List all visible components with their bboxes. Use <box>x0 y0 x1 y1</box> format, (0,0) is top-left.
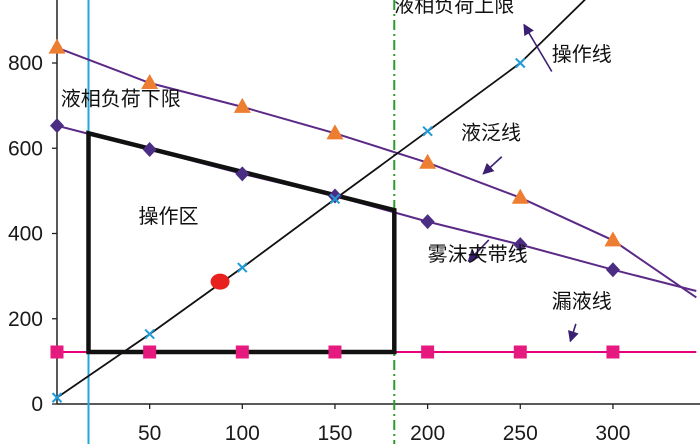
point-diamond <box>142 142 157 158</box>
point-x <box>515 57 526 69</box>
annotation-label: 液相负荷上限 <box>394 0 514 17</box>
y-tick-label: 0 <box>31 393 43 416</box>
annotation-label: 漏液线 <box>552 289 612 313</box>
point-x <box>144 328 155 340</box>
operating-region <box>86 130 397 355</box>
point-x <box>422 125 433 137</box>
point-x-stroke <box>144 328 155 340</box>
series-line-0 <box>56 46 697 299</box>
x-tick-label: 200 <box>410 422 445 444</box>
point-square <box>328 345 342 359</box>
annotation-arrow <box>482 156 503 175</box>
point-x-stroke <box>422 125 433 137</box>
y-tick-label: 400 <box>8 223 43 246</box>
point-x <box>51 392 63 403</box>
point-diamond <box>420 214 435 230</box>
point-triangle <box>326 124 344 140</box>
y-tick-label: 200 <box>8 308 43 331</box>
annotation-label: 操作线 <box>552 42 612 66</box>
point-x <box>237 262 248 273</box>
point-triangle <box>604 231 622 247</box>
annotation-label: 雾沫夹带线 <box>428 242 528 266</box>
point-diamond <box>605 262 620 278</box>
point-x <box>329 193 341 205</box>
annotation-arrow <box>467 239 490 263</box>
point-diamond <box>50 118 64 134</box>
point-square <box>513 345 527 359</box>
point-triangle <box>419 153 437 169</box>
point-x-stroke <box>329 193 341 205</box>
x-tick-label: 50 <box>138 422 161 444</box>
x-tick-label: 150 <box>317 422 352 444</box>
operating-point <box>210 273 230 290</box>
x-tick-label: 250 <box>503 422 538 444</box>
y-tick-label: 800 <box>8 52 43 75</box>
annotation-arrow <box>568 323 579 343</box>
annotation-label: 液泛线 <box>461 121 521 145</box>
annotation-label: 液相负荷下限 <box>61 87 181 111</box>
point-triangle <box>141 74 159 90</box>
point-square <box>421 345 435 359</box>
point-triangle <box>511 188 529 204</box>
annotation-arrow <box>523 23 553 72</box>
point-x-stroke <box>51 392 63 403</box>
point-diamond <box>513 237 528 253</box>
point-square <box>235 345 249 359</box>
point-square <box>50 345 64 359</box>
point-triangle <box>233 97 251 113</box>
x-tick-label: 300 <box>595 422 630 444</box>
point-diamond <box>327 188 342 204</box>
point-x-stroke <box>237 262 248 273</box>
point-x-stroke <box>515 57 526 69</box>
x-tick-label: 100 <box>225 422 260 444</box>
annotation-label: 操作区 <box>139 204 199 228</box>
point-triangle <box>48 38 66 54</box>
point-diamond <box>235 166 250 182</box>
y-tick-label: 600 <box>8 137 43 160</box>
point-square <box>606 345 620 359</box>
point-square <box>143 345 157 359</box>
